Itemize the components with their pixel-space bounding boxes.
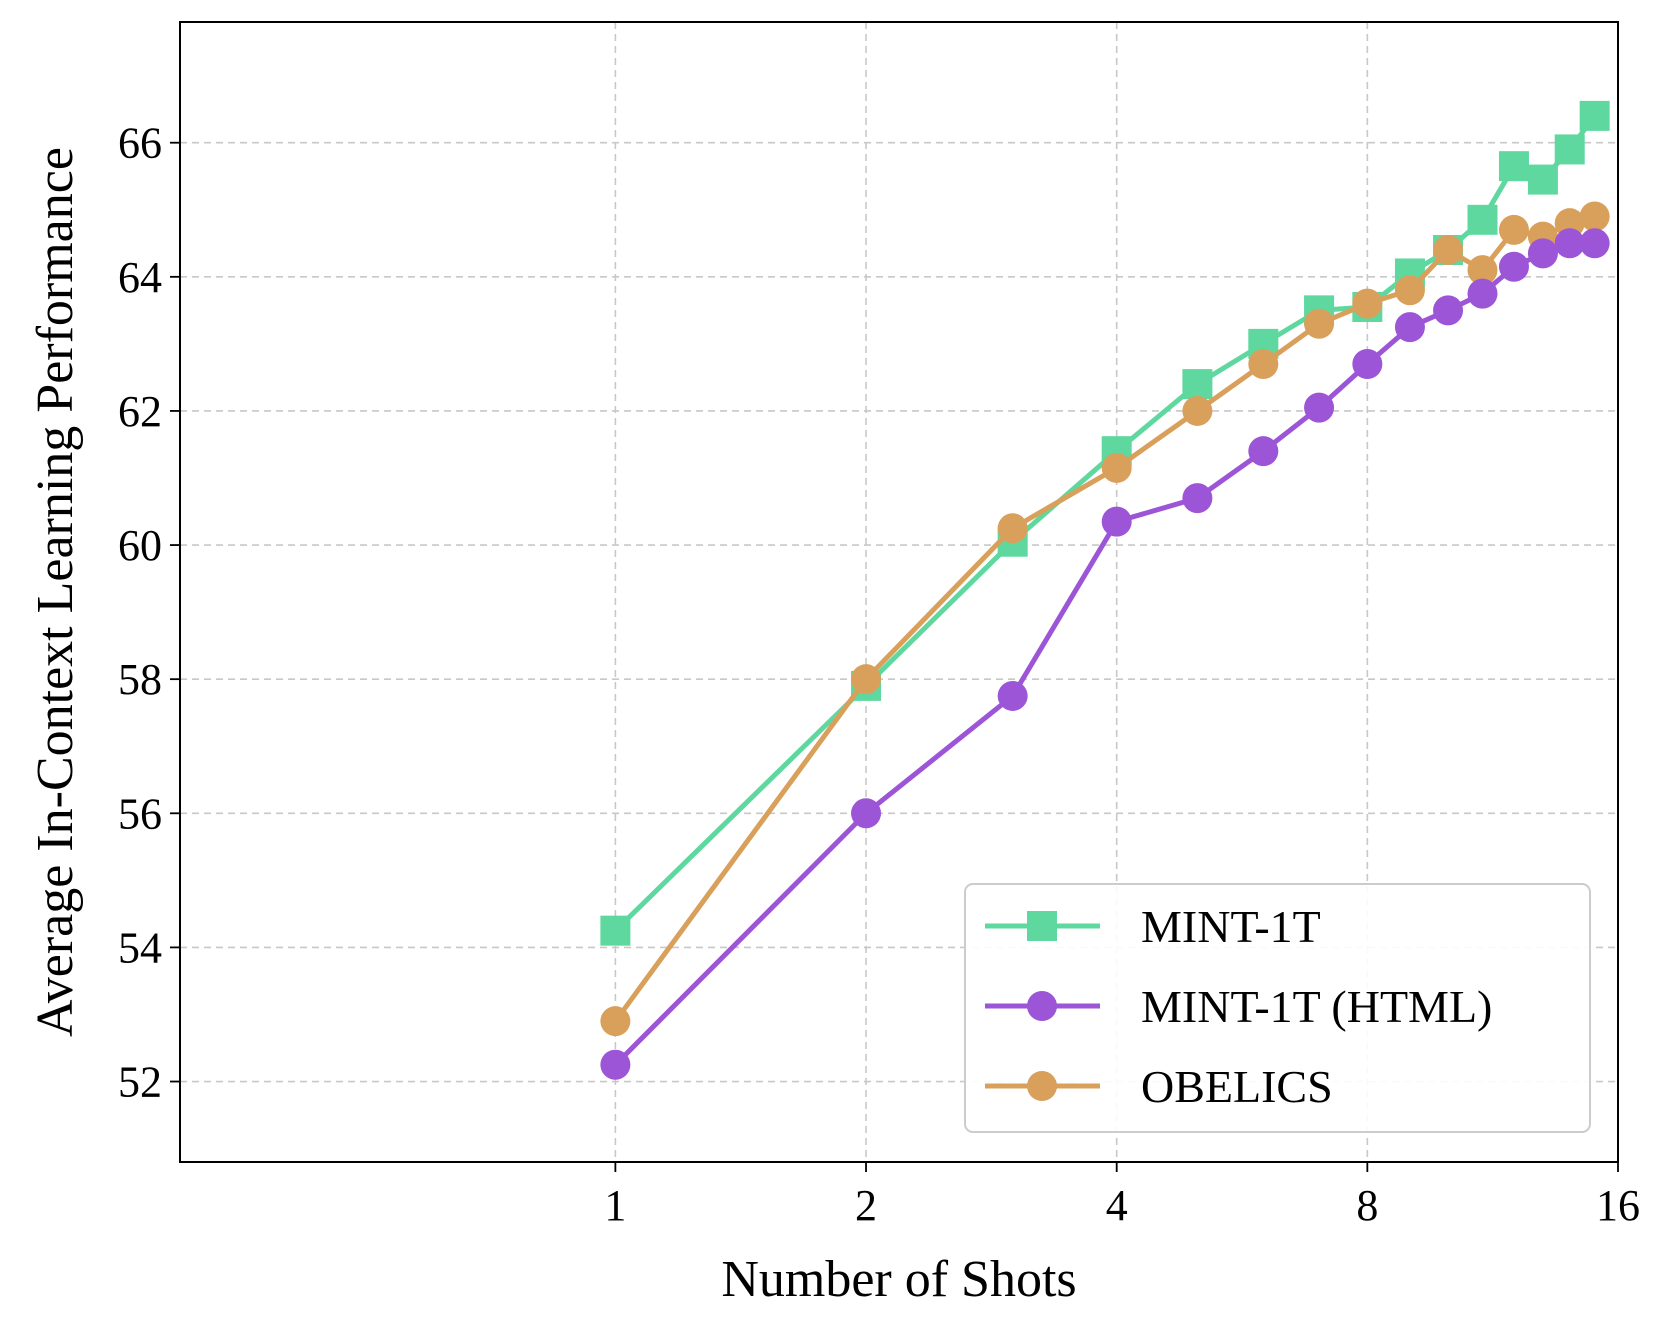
x-tick-label: 8 [1356,1181,1378,1230]
data-point [851,798,882,829]
legend-marker [1027,991,1057,1021]
data-point [1579,100,1610,131]
legend-label: MINT-1T [1141,901,1321,952]
data-point [1352,349,1383,379]
data-point [1498,151,1529,182]
legend: MINT-1T MINT-1T (HTML) OBELICS [964,883,1591,1133]
data-point [1498,251,1529,282]
data-point [1498,214,1529,245]
data-point [1101,452,1132,483]
y-tick-label: 64 [118,253,162,302]
y-tick-label: 52 [118,1058,162,1107]
y-tick-label: 54 [118,923,162,972]
data-point [1101,506,1132,537]
y-tick-label: 66 [118,119,162,168]
data-point [997,680,1028,711]
y-tick-label: 60 [118,521,162,570]
data-point [1394,275,1425,306]
legend-label: OBELICS [1141,1061,1333,1112]
data-point [1182,395,1213,426]
data-point [1527,238,1558,269]
series-group [600,100,1610,1080]
x-tick-label: 1 [604,1181,626,1230]
data-point [1182,369,1213,400]
data-point [1554,134,1585,165]
y-tick-label: 62 [118,387,162,436]
y-tick-label: 56 [118,789,162,838]
data-point [1579,228,1610,259]
legend-item: MINT-1T (HTML) [985,981,1492,1032]
data-point [600,915,631,946]
data-point [1394,312,1425,343]
data-point [1554,228,1585,259]
data-point [1182,483,1213,514]
x-axis-title: Number of Shots [721,1251,1076,1308]
data-point [1304,308,1335,339]
legend-item: MINT-1T [985,901,1321,952]
legend-label: MINT-1T (HTML) [1141,981,1492,1032]
data-point [1579,201,1610,232]
x-tick-label: 4 [1106,1181,1128,1230]
axis-ticks: 1 2 4 8 16 52 54 56 58 60 62 64 66 [118,119,1640,1230]
legend-marker [1027,1071,1057,1101]
data-point [997,513,1028,544]
data-point [1352,288,1383,319]
plot-frame [179,21,1619,1163]
series-3 [600,201,1610,1037]
data-point [1433,235,1464,265]
legend-marker [1027,911,1057,941]
y-axis-title: Average In-Context Learning Performance [27,147,84,1037]
legend-item: OBELICS [985,1061,1333,1112]
y-tick-label: 58 [118,655,162,704]
legend-box [964,883,1591,1133]
series-2 [600,228,1610,1080]
data-point [1467,278,1498,309]
x-tick-label: 16 [1596,1181,1640,1230]
data-point [1248,349,1279,379]
data-point [1467,255,1498,286]
data-point [600,1006,631,1037]
data-point [851,664,882,695]
data-point [1527,164,1558,195]
data-point [1433,295,1464,326]
data-point [1304,392,1335,423]
data-point [1248,436,1279,467]
x-tick-label: 2 [855,1181,877,1230]
data-point [600,1049,631,1080]
data-point [1467,204,1498,235]
